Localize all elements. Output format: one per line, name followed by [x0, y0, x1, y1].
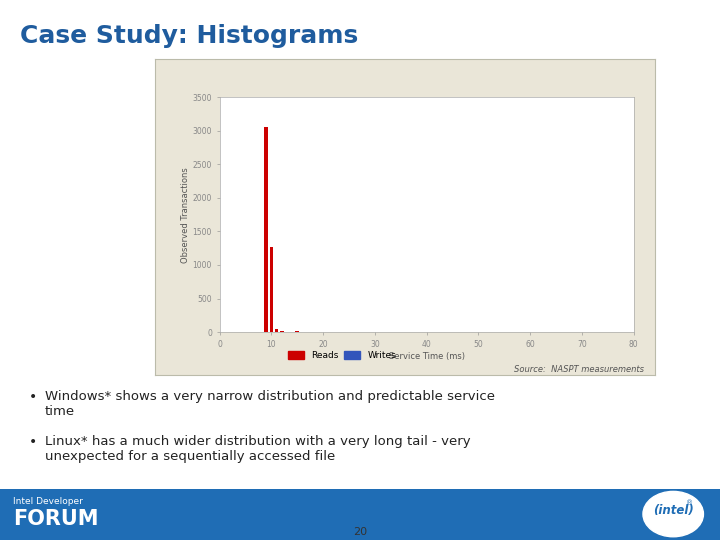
Bar	[275, 329, 279, 332]
Text: FORUM: FORUM	[13, 509, 99, 530]
Bar	[280, 331, 284, 332]
Text: Linux* has a much wider distribution with a very long tail - very
unexpected for: Linux* has a much wider distribution wit…	[45, 435, 470, 463]
Text: Intel Developer: Intel Developer	[13, 497, 83, 505]
Text: ®: ®	[686, 500, 693, 507]
Text: (intel): (intel)	[653, 504, 693, 517]
Bar	[269, 247, 273, 332]
Bar	[264, 127, 268, 332]
Text: Windows* shows a very narrow distribution and predictable service
time: Windows* shows a very narrow distributio…	[45, 390, 495, 418]
Legend: Reads, Writes: Reads, Writes	[284, 348, 400, 364]
Text: 20: 20	[353, 527, 367, 537]
X-axis label: Service Time (ms): Service Time (ms)	[389, 352, 464, 361]
Text: •: •	[29, 435, 37, 449]
Text: •: •	[29, 390, 37, 404]
Y-axis label: Observed Transactions: Observed Transactions	[181, 167, 189, 262]
Text: Source:  NASPT measurements: Source: NASPT measurements	[514, 364, 644, 374]
Text: Case Study: Histograms: Case Study: Histograms	[20, 24, 359, 48]
